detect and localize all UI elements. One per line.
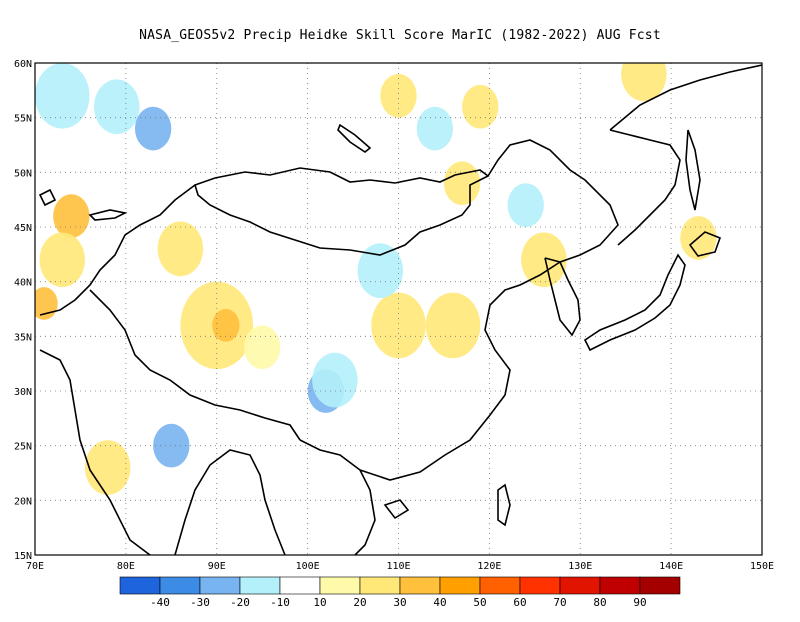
anomaly-patch — [416, 106, 454, 151]
colorbar-swatch — [119, 576, 161, 595]
colorbar-swatch — [159, 576, 201, 595]
lon-tick-label: 100E — [296, 561, 320, 572]
lon-tick-label: 70E — [26, 561, 44, 572]
chart-title: NASA_GEOS5v2 Precip Heidke Skill Score M… — [139, 28, 661, 43]
colorbar-label: 50 — [473, 596, 486, 609]
lat-tick-label: 45N — [14, 223, 32, 234]
anomaly-patch — [312, 352, 358, 408]
sakhalin-island — [685, 129, 701, 211]
anomaly-patch — [212, 309, 240, 342]
gridlines — [35, 63, 762, 555]
sea-of-okhotsk-coast — [609, 129, 681, 246]
japan-hokkaido — [688, 231, 722, 257]
anomaly-patch — [357, 243, 404, 299]
anomaly-patch — [134, 106, 172, 151]
anomaly-patch — [621, 63, 667, 102]
colorbar-swatch — [599, 576, 641, 595]
colorbar-label: -30 — [190, 596, 210, 609]
anomaly-patch — [84, 440, 131, 495]
colorbar-swatch — [279, 576, 321, 595]
anomaly-patch — [507, 183, 544, 227]
central-asia-borders — [39, 184, 196, 316]
lon-tick-label: 140E — [659, 561, 683, 572]
south-asia-coast — [39, 349, 151, 555]
colorbar-swatch — [439, 576, 481, 595]
anomaly-patch — [380, 73, 417, 118]
hainan-island — [383, 499, 410, 520]
colorbar-label: 80 — [593, 596, 606, 609]
lat-tick-label: 50N — [14, 168, 32, 179]
china-coast — [359, 261, 561, 481]
lake-baikal — [337, 123, 372, 153]
colorbar-label: -10 — [270, 596, 290, 609]
colorbar-swatch — [319, 576, 361, 595]
lat-tick-label: 30N — [14, 387, 32, 398]
lat-tick-label: 35N — [14, 332, 32, 343]
colorbar-label: 10 — [313, 596, 326, 609]
colorbar-swatch — [559, 576, 601, 595]
colorbar-swatch — [199, 576, 241, 595]
lon-tick-label: 150E — [750, 561, 774, 572]
colorbar-swatch — [639, 576, 681, 595]
anomaly-patch — [53, 194, 90, 238]
colorbar-swatch — [239, 576, 281, 595]
anomaly-patch — [521, 232, 567, 288]
colorbar-swatch — [359, 576, 401, 595]
lon-tick-label: 110E — [386, 561, 410, 572]
anomaly-patch — [94, 79, 140, 135]
colorbar-label: 70 — [553, 596, 566, 609]
lat-tick-label: 60N — [14, 59, 32, 70]
russian-far-east-coast — [609, 64, 762, 131]
lat-tick-label: 55N — [14, 114, 32, 125]
lat-tick-label: 40N — [14, 278, 32, 289]
anomaly-patch — [35, 63, 90, 129]
lon-tick-label: 90E — [208, 561, 226, 572]
colorbar-label: -20 — [230, 596, 250, 609]
tibet-southern-border — [89, 289, 301, 441]
colorbar-label: 60 — [513, 596, 526, 609]
anomaly-patch — [371, 292, 426, 359]
korea-peninsula — [544, 257, 581, 337]
anomaly-patch — [39, 232, 85, 288]
japan-honshu — [583, 253, 686, 352]
map-frame — [34, 62, 763, 556]
china-mongolia-border — [194, 167, 490, 256]
colorbar-label: 30 — [393, 596, 406, 609]
russia-china-border — [487, 139, 619, 263]
anomaly-patch — [462, 84, 499, 129]
colorbar-label: -40 — [150, 596, 170, 609]
lon-tick-label: 80E — [117, 561, 135, 572]
lake-balkhash — [88, 209, 128, 221]
colorbar-swatch — [479, 576, 521, 595]
lon-tick-label: 130E — [568, 561, 592, 572]
indochina-coast — [299, 439, 376, 555]
anomaly-patch — [153, 423, 190, 468]
lat-tick-label: 25N — [14, 442, 32, 453]
aral-sea — [38, 188, 57, 207]
anomaly-patch — [244, 325, 281, 370]
taiwan-island — [497, 483, 511, 527]
lat-tick-label: 15N — [14, 551, 32, 562]
colorbar-swatch — [519, 576, 561, 595]
anomaly-patch — [425, 292, 481, 359]
colorbar-label: 20 — [353, 596, 366, 609]
colorbar-label: 90 — [633, 596, 646, 609]
lon-tick-label: 120E — [477, 561, 501, 572]
lat-tick-label: 20N — [14, 496, 32, 507]
colorbar: -40 -30 -20 -10 10 20 30 40 50 60 70 80 90 — [119, 576, 681, 609]
colorbar-label: 40 — [433, 596, 446, 609]
bay-of-bengal-coast — [174, 449, 286, 555]
coastlines-and-borders — [38, 64, 762, 555]
colorbar-swatch — [399, 576, 441, 595]
anomaly-patch — [157, 221, 204, 277]
